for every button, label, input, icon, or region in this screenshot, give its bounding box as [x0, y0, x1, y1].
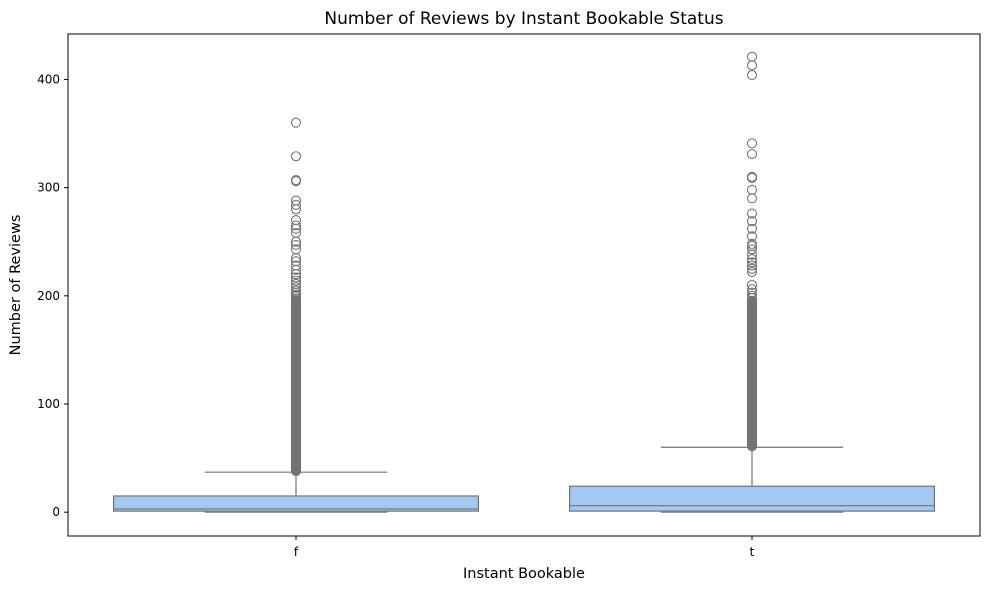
outlier-point — [746, 279, 758, 291]
outlier-point — [746, 172, 758, 183]
outlier-point — [290, 272, 302, 283]
chart-title: Number of Reviews by Instant Bookable St… — [324, 9, 723, 29]
outlier-point — [290, 223, 302, 234]
outlier-point — [746, 193, 758, 204]
outlier-point — [290, 176, 302, 187]
box-group-f — [112, 117, 479, 513]
x-axis-label: Instant Bookable — [463, 566, 585, 582]
outlier-point — [290, 117, 302, 128]
outlier-point — [290, 294, 302, 305]
y-axis-label: Number of Reviews — [8, 215, 24, 356]
outlier-point — [746, 266, 758, 278]
outlier-point — [746, 223, 758, 234]
outlier-point — [746, 295, 758, 306]
x-tick-label: f — [294, 544, 299, 559]
y-tick-label: 400 — [37, 72, 60, 86]
plot-area — [68, 34, 980, 536]
outlier-point — [746, 70, 758, 81]
outlier-point — [746, 260, 758, 271]
outlier-point — [290, 151, 302, 162]
outlier-point — [746, 292, 758, 304]
outlier-point — [290, 236, 302, 247]
outlier-point — [290, 204, 302, 215]
outlier-point — [746, 138, 758, 149]
outlier-point — [746, 216, 758, 227]
x-tick-label: t — [750, 544, 755, 559]
outlier-point — [746, 149, 758, 160]
outlier-point — [746, 257, 758, 268]
box-group-t — [568, 51, 935, 513]
outlier-point — [290, 239, 302, 251]
iqr-box — [568, 485, 935, 512]
outlier-point — [290, 264, 302, 275]
outlier-point — [290, 252, 302, 264]
outlier-point — [746, 287, 758, 298]
outlier-point — [746, 231, 758, 242]
iqr-box — [112, 495, 479, 512]
outlier-point — [290, 275, 302, 286]
y-tick-label: 100 — [37, 397, 60, 411]
outlier-point — [746, 253, 758, 265]
outlier-point — [746, 208, 758, 219]
outlier-point — [290, 269, 302, 280]
y-tick-label: 0 — [52, 505, 60, 519]
axes: 0 100 200 300 400 f t — [37, 72, 754, 559]
outlier-point — [290, 282, 302, 293]
y-tick-label: 300 — [37, 181, 60, 195]
outlier-point — [746, 60, 758, 71]
outlier-point — [746, 249, 758, 260]
outlier-point — [746, 244, 758, 255]
y-tick-label: 200 — [37, 289, 60, 303]
outlier-point — [290, 220, 302, 231]
outlier-point — [746, 263, 758, 274]
chart-marks — [112, 51, 935, 513]
plot-frame — [67, 33, 981, 537]
outlier-point — [290, 199, 302, 210]
